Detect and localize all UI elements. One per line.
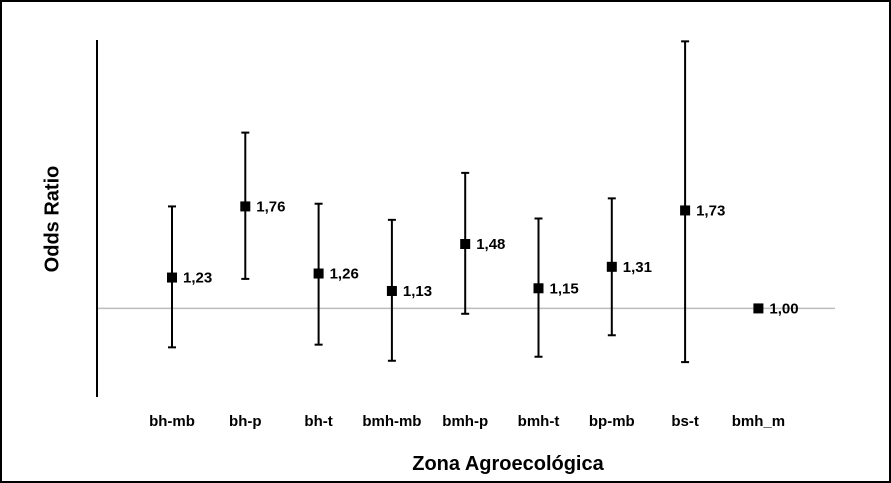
x-tick-bmh_m: bmh_m [732,413,785,430]
point-bh-t [313,268,324,279]
data-label-bmh-mb: 1,13 [403,283,432,300]
x-tick-bh-p: bh-p [229,413,261,430]
marks-layer: 1,23 1,76 1,26 1,13 1,48 1,15 1,31 1,73 1,00 [167,40,799,364]
data-label-bmh-p: 1,48 [476,236,505,253]
point-bmh-p [460,239,471,249]
x-tick-bmh-t: bmh-t [518,413,560,430]
data-label-bh-mb: 1,23 [183,270,212,287]
x-ticks-layer: bh-mb bh-p bh-t bmh-mb bmh-p bmh-t bp-mb bs-t bm… [149,413,785,430]
point-bmh-t [533,283,544,294]
point-bmh_m [753,303,764,314]
data-label-bmh_m: 1,00 [769,300,798,317]
y-axis-title: Odds Ratio [41,166,63,273]
point-bs-t [680,205,691,216]
x-tick-bmh-p: bmh-p [442,413,488,430]
data-label-bp-mb: 1,31 [623,259,652,276]
point-bh-p [240,201,251,212]
data-label-bh-p: 1,76 [256,198,285,215]
x-tick-bh-t: bh-t [304,413,332,430]
x-tick-bs-t: bs-t [671,413,699,430]
x-tick-bp-mb: bp-mb [589,413,635,430]
point-bmh-mb [386,285,397,296]
data-label-bs-t: 1,73 [696,202,725,219]
point-bh-mb [167,272,177,283]
data-label-bh-t: 1,26 [330,266,359,283]
x-axis-title: Zona Agroecológica [412,453,604,475]
data-label-bmh-t: 1,15 [550,280,579,297]
x-tick-bh-mb: bh-mb [149,413,195,430]
point-bp-mb [606,261,617,272]
x-tick-bmh-mb: bmh-mb [362,413,421,430]
